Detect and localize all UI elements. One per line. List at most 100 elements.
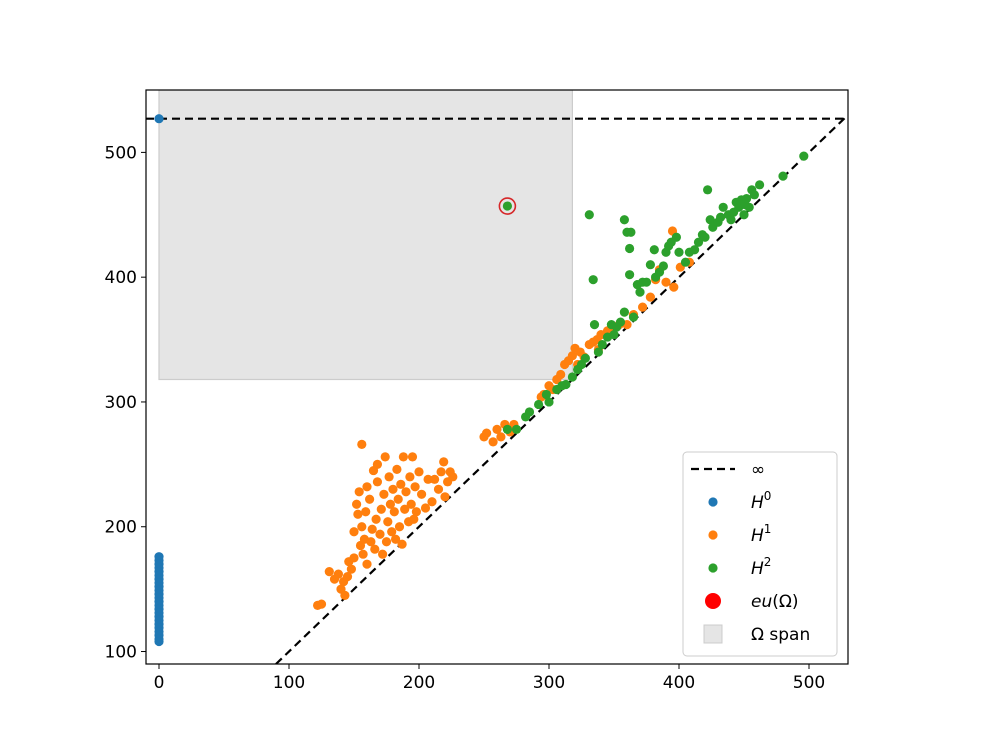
legend-h1-symbol — [708, 530, 718, 540]
h1-point — [567, 351, 578, 361]
eu-omega-marker — [498, 197, 517, 215]
h1-point — [346, 564, 356, 574]
h1-point — [342, 572, 353, 582]
y-tick-label: 500 — [105, 143, 137, 163]
eu-omega-point — [503, 202, 512, 210]
h1-point — [394, 522, 405, 532]
h2-point — [567, 372, 578, 382]
h2-point — [615, 317, 626, 327]
h2-point — [609, 329, 619, 340]
h2-point — [584, 210, 594, 220]
h1-point — [391, 534, 401, 544]
h1-point — [427, 497, 437, 507]
plot-frame — [145, 89, 849, 665]
h2-point — [778, 171, 788, 181]
h2-point — [799, 151, 809, 161]
x-tick-label: 400 — [663, 673, 695, 693]
h2-point — [693, 237, 704, 247]
h2-point — [502, 424, 512, 435]
h2-point — [625, 270, 635, 280]
h2-point — [511, 424, 522, 435]
h2-point — [700, 232, 710, 242]
h1-point — [380, 452, 390, 462]
h1-point — [316, 599, 327, 609]
h2-point — [749, 190, 760, 200]
h1-point — [430, 474, 440, 484]
h1-point — [398, 452, 408, 462]
h2-point — [593, 347, 604, 357]
h1-point — [661, 277, 671, 287]
legend-infinity-label: ∞ — [751, 460, 765, 480]
h1-point — [324, 567, 334, 577]
h1-point — [406, 499, 416, 509]
h1-point — [388, 484, 398, 494]
h2-point — [589, 319, 600, 330]
h2-point — [534, 399, 544, 410]
h2-point — [705, 215, 715, 225]
h1-point — [414, 467, 424, 477]
x-tick-label: 200 — [403, 673, 435, 693]
h2-point — [645, 260, 656, 270]
h1-point — [440, 492, 450, 502]
h1-point — [392, 464, 402, 474]
legend-span-label: Ω span — [751, 625, 810, 645]
h1-point — [410, 482, 420, 492]
h0-point — [154, 114, 164, 124]
h1-point — [367, 524, 377, 534]
h1-point — [397, 539, 407, 549]
h0-point — [154, 636, 164, 647]
h1-point — [357, 439, 367, 449]
legend-h1-label: H1 — [751, 522, 771, 546]
h2-point — [641, 277, 652, 287]
legend: ∞ H0 H1 H2 eu(Ω) Ω span — [682, 451, 838, 657]
series-h2 — [502, 151, 809, 435]
h1-point — [376, 504, 386, 514]
h2-point — [544, 397, 554, 407]
h2-point — [626, 227, 636, 237]
h2-point — [541, 389, 552, 400]
h1-point — [371, 514, 381, 524]
h1-point — [379, 489, 389, 499]
h1-point — [496, 432, 506, 442]
h1-point — [353, 509, 363, 519]
h2-point — [744, 202, 754, 212]
h1-point — [349, 553, 359, 563]
h1-point — [366, 537, 376, 547]
x-tick-label: 100 — [273, 673, 305, 693]
h2-point — [580, 353, 591, 363]
legend-eu-omega-label: eu(Ω) — [751, 592, 799, 612]
h2-point — [658, 261, 669, 271]
h1-point — [401, 487, 411, 497]
h1-point — [365, 494, 375, 504]
axis-ticks: 0 100 200 300 400 500 100 200 300 400 500 — [105, 143, 826, 693]
h2-point — [680, 257, 691, 267]
h1-point — [361, 507, 371, 517]
h1-point — [370, 544, 380, 554]
h1-point — [492, 424, 502, 435]
y-tick-label: 200 — [105, 518, 137, 538]
legend-h2-symbol — [708, 563, 718, 573]
h2-point — [755, 180, 765, 190]
h2-point — [742, 193, 752, 204]
y-tick-label: 300 — [105, 393, 137, 413]
h1-point — [409, 514, 419, 524]
h1-point — [448, 472, 458, 482]
h1-point — [488, 437, 498, 447]
h2-point — [726, 215, 736, 225]
legend-h0-symbol — [708, 497, 718, 507]
h1-point — [420, 503, 431, 513]
h1-point — [385, 499, 395, 509]
h2-point — [524, 407, 535, 417]
h1-point — [645, 292, 656, 302]
x-tick-label: 500 — [793, 673, 825, 693]
h2-point — [690, 245, 700, 255]
h2-point — [739, 210, 749, 220]
h1-point — [439, 457, 449, 467]
h1-point — [393, 494, 403, 504]
span-layer — [158, 90, 573, 381]
h1-point — [482, 428, 492, 438]
h1-point — [669, 282, 679, 292]
h1-point — [375, 529, 385, 539]
h1-point — [378, 549, 388, 559]
